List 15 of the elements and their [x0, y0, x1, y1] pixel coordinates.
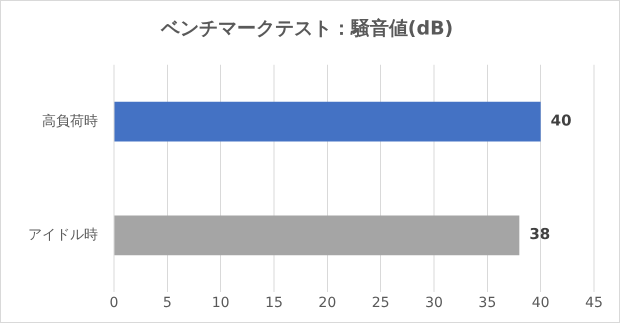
- chart-title: ベンチマークテスト：騒音値(dB): [160, 17, 454, 40]
- x-tick-label: 25: [372, 295, 390, 312]
- y-tick-label: 高負荷時: [42, 113, 98, 130]
- y-tick-label: アイドル時: [28, 226, 98, 243]
- x-tick-label: 10: [212, 295, 230, 312]
- x-tick-label: 35: [478, 295, 496, 312]
- x-tick-label: 5: [162, 295, 172, 312]
- x-tick-label: 15: [265, 295, 283, 312]
- x-tick-label: 45: [585, 295, 603, 312]
- x-tick-label: 20: [318, 295, 336, 312]
- x-tick-label: 40: [532, 295, 550, 312]
- data-label: 40: [550, 112, 572, 130]
- data-label: 38: [529, 225, 550, 244]
- x-tick-label: 0: [110, 295, 118, 312]
- x-tick-label: 30: [425, 295, 443, 312]
